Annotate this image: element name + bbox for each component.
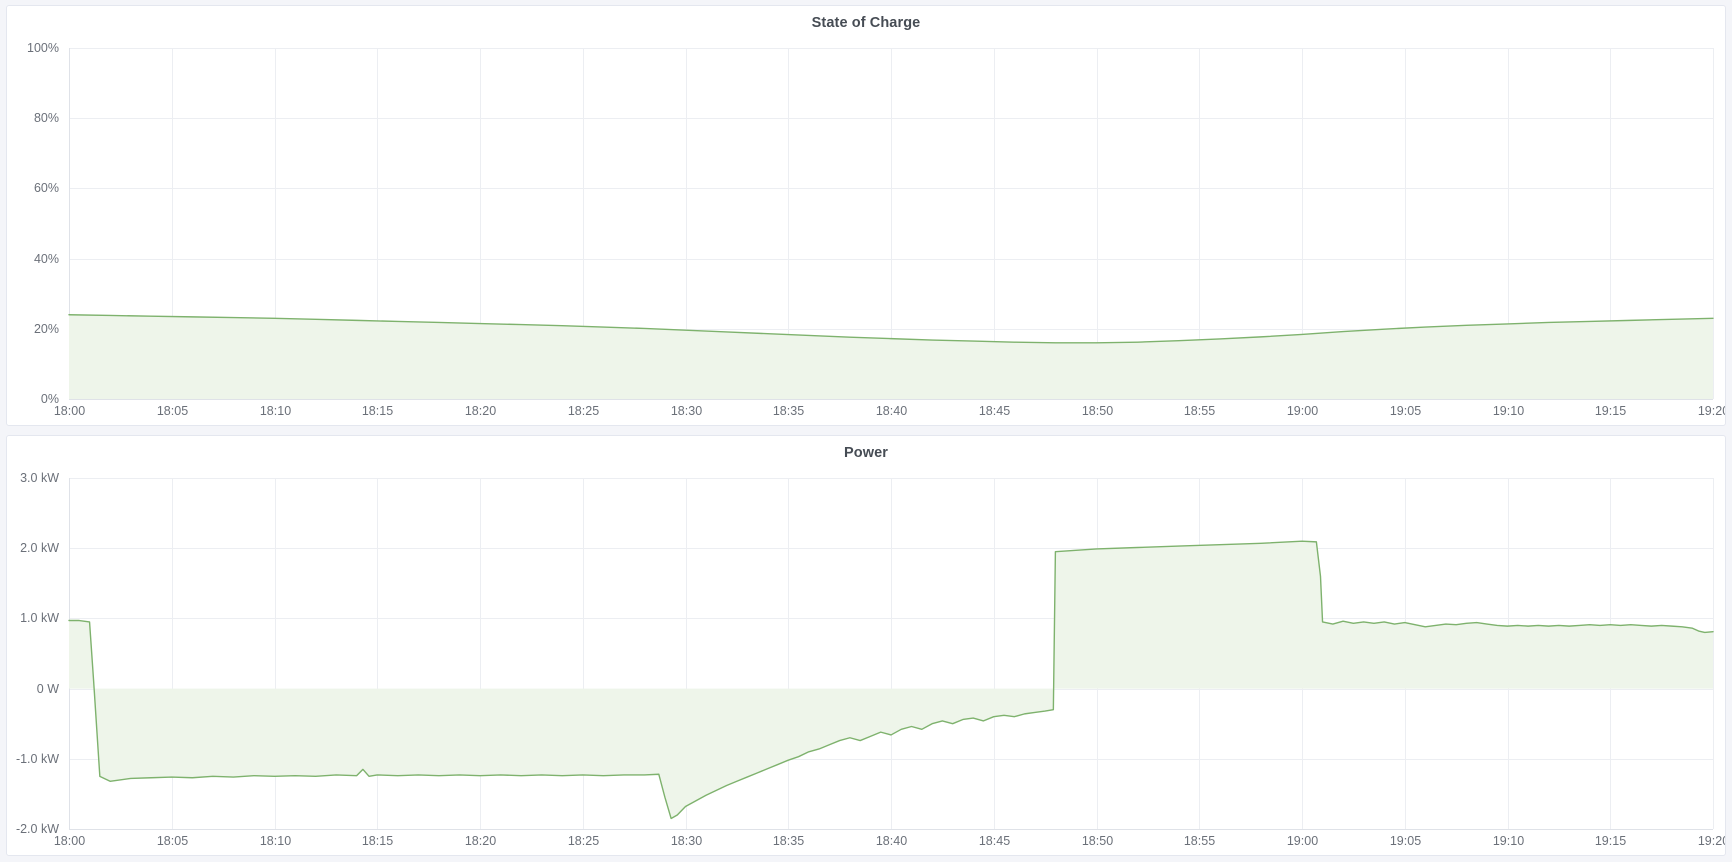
panel-state-of-charge: State of Charge 0% 20% 40% 60% 80% 100% 18:00 1… [6, 5, 1726, 426]
series-line[interactable] [68, 540, 1714, 820]
x-axis-tick-label: 18:35 [773, 834, 804, 848]
y-axis-tick-label: 2.0 kW [20, 541, 59, 555]
panel-header-power: Power [7, 436, 1725, 470]
x-axis-tick-label: 18:10 [260, 834, 291, 848]
x-axis-tick-label: 18:40 [876, 404, 907, 418]
y-axis-tick-label: 40% [34, 252, 59, 266]
x-axis-tick-label: 18:00 [54, 404, 85, 418]
x-axis-tick-label: 19:15 [1595, 404, 1626, 418]
x-axis-tick-label: 18:15 [362, 404, 393, 418]
x-axis-tick-label: 18:25 [568, 404, 599, 418]
x-axis-tick-label: 18:50 [1082, 404, 1113, 418]
x-axis-tick-label: 19:00 [1287, 404, 1318, 418]
x-axis-tick-label: 18:30 [671, 834, 702, 848]
x-axis-tick-label: 18:45 [979, 834, 1010, 848]
series-area-fill [69, 314, 1713, 399]
x-axis-tick-label: 18:55 [1184, 834, 1215, 848]
page-title-power: Power [843, 445, 888, 461]
y-axis-tick-label: 0% [41, 392, 59, 406]
x-axis-tick-label: 19:05 [1390, 834, 1421, 848]
panel-header-state-of-charge: State of Charge [7, 6, 1725, 40]
y-axis-tick-label: 20% [34, 322, 59, 336]
x-axis-tick-label: 18:20 [465, 834, 496, 848]
x-axis-tick-label: 19:15 [1595, 834, 1626, 848]
chart-area-power[interactable]: -2.0 kW -1.0 kW 0 W 1.0 kW 2.0 kW 3.0 kW 18:00… [7, 470, 1725, 855]
series-area-fill [69, 541, 1713, 819]
x-axis-tick-label: 19:10 [1493, 834, 1524, 848]
x-axis-tick-label: 18:10 [260, 404, 291, 418]
chart-svg-power[interactable]: -2.0 kW -1.0 kW 0 W 1.0 kW 2.0 kW 3.0 kW 18:00… [7, 470, 1725, 855]
x-axis-tick-label: 18:25 [568, 834, 599, 848]
x-axis-tick-label: 19:20 [1698, 834, 1725, 848]
x-axis-tick-label: 19:10 [1493, 404, 1524, 418]
y-axis-tick-label: 3.0 kW [20, 471, 59, 485]
y-axis-tick-label: 100% [27, 41, 59, 55]
y-axis-tick-label: -2.0 kW [16, 822, 59, 836]
x-axis-tick-label: 19:20 [1698, 404, 1725, 418]
y-axis-tick-label: 60% [34, 181, 59, 195]
x-axis-tick-label: 18:00 [54, 834, 85, 848]
x-axis-tick-label: 18:45 [979, 404, 1010, 418]
x-axis-tick-label: 18:30 [671, 404, 702, 418]
x-axis-tick-label: 18:05 [157, 834, 188, 848]
x-axis-tick-label: 18:05 [157, 404, 188, 418]
x-axis-tick-label: 18:40 [876, 834, 907, 848]
x-axis-tick-label: 19:00 [1287, 834, 1318, 848]
y-axis-tick-label: 1.0 kW [20, 611, 59, 625]
x-axis-tick-label: 18:35 [773, 404, 804, 418]
y-axis-tick-label: 80% [34, 111, 59, 125]
chart-svg-state-of-charge[interactable]: 0% 20% 40% 60% 80% 100% 18:00 18:05 18:10 18:15 18… [7, 40, 1725, 425]
x-axis-tick-label: 18:15 [362, 834, 393, 848]
page-title-state-of-charge: State of Charge [811, 15, 921, 31]
series-line[interactable] [68, 314, 1714, 344]
x-axis-tick-label: 18:20 [465, 404, 496, 418]
chart-area-state-of-charge[interactable]: 0% 20% 40% 60% 80% 100% 18:00 18:05 18:10 18:15 18… [7, 40, 1725, 425]
x-axis-tick-label: 18:50 [1082, 834, 1113, 848]
y-axis-tick-label: 0 W [37, 682, 59, 696]
y-axis-tick-label: -1.0 kW [16, 752, 59, 766]
x-axis-tick-label: 19:05 [1390, 404, 1421, 418]
panel-power: Power -2.0 kW -1.0 kW 0 W 1.0 kW 2.0 kW 3.0 k… [6, 435, 1726, 856]
x-axis-tick-label: 18:55 [1184, 404, 1215, 418]
